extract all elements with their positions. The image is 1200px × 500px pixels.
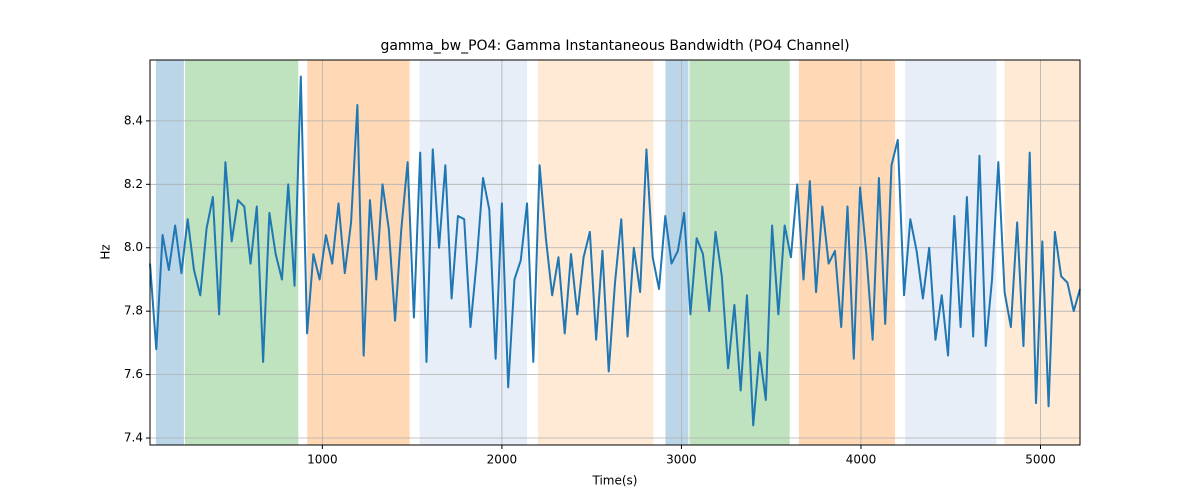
shaded-region <box>185 60 299 445</box>
x-tick-label: 2000 <box>487 453 518 467</box>
shaded-region <box>155 60 184 445</box>
shaded-region <box>905 60 997 445</box>
y-tick-label: 7.8 <box>124 304 143 318</box>
x-axis-label: Time(s) <box>592 474 638 488</box>
y-tick-label: 7.4 <box>124 431 143 445</box>
shaded-region <box>419 60 528 445</box>
y-tick-label: 8.2 <box>124 177 143 191</box>
shaded-region <box>798 60 896 445</box>
x-tick-label: 4000 <box>846 453 877 467</box>
shaded-region <box>537 60 654 445</box>
data-line <box>149 75 1081 427</box>
y-tick-label: 8.4 <box>124 113 143 127</box>
x-tick-label: 3000 <box>666 453 697 467</box>
x-tick-label: 5000 <box>1025 453 1056 467</box>
y-tick-label: 8.0 <box>124 240 143 254</box>
x-tick-label: 1000 <box>307 453 338 467</box>
y-tick-label: 7.6 <box>124 367 143 381</box>
plot-frame <box>149 59 1081 446</box>
y-axis-label: Hz <box>99 244 113 259</box>
chart-title: gamma_bw_PO4: Gamma Instantaneous Bandwi… <box>380 38 849 54</box>
